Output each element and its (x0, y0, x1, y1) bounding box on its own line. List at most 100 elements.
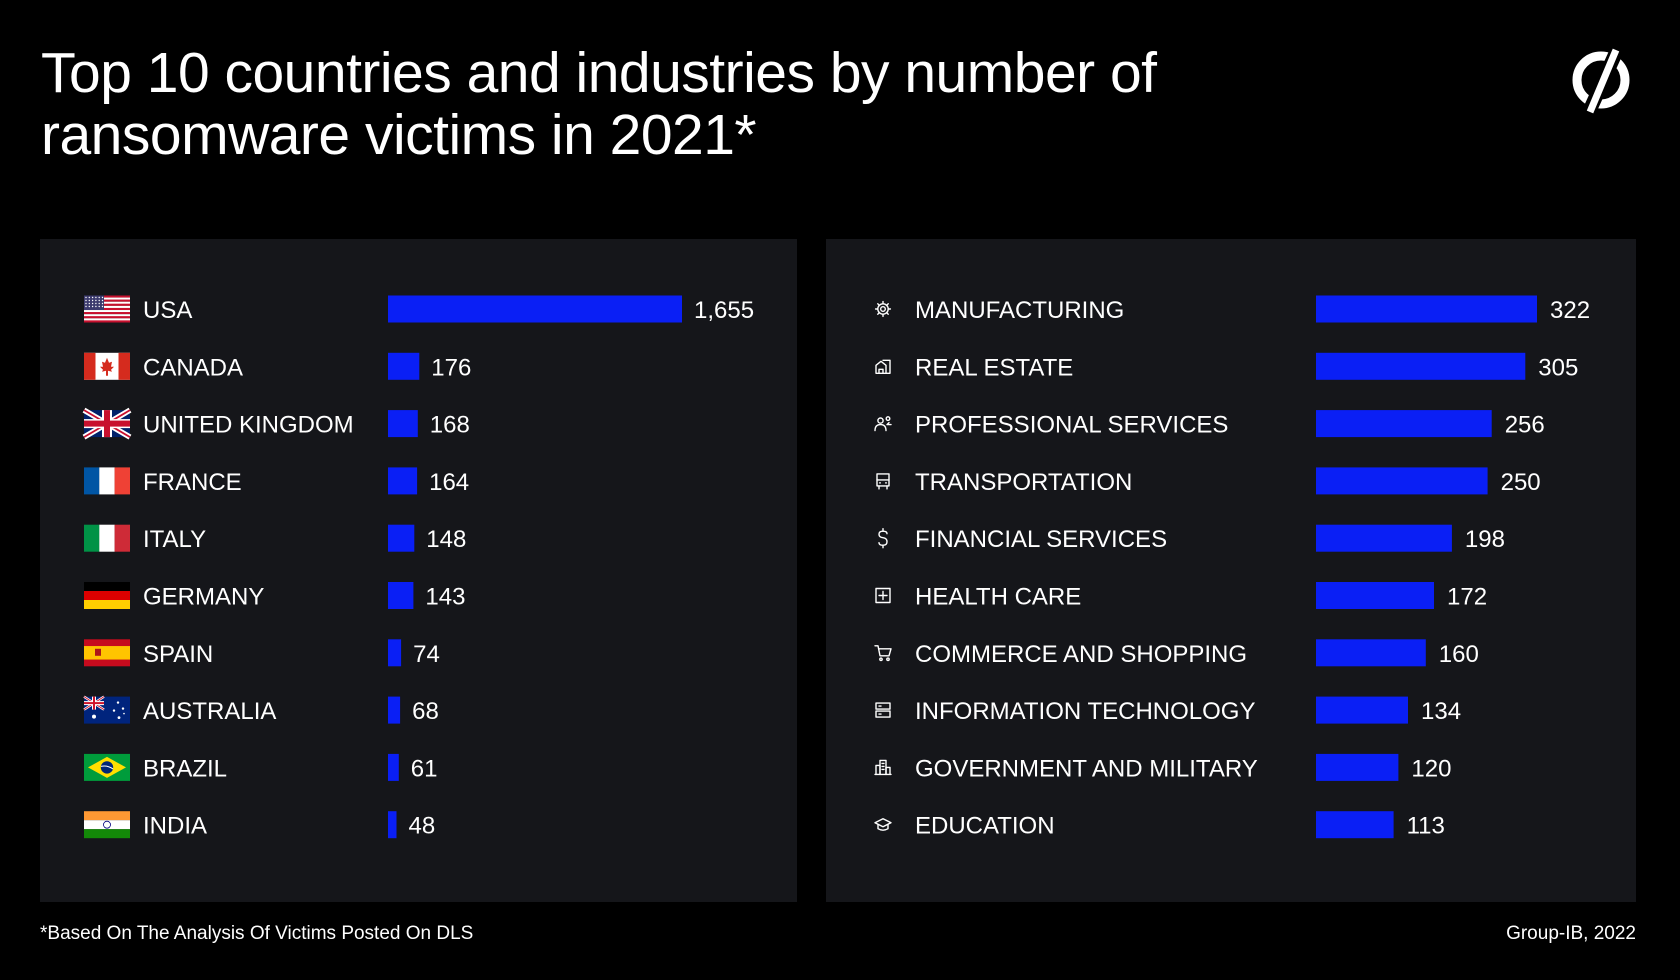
category-label: GOVERNMENT AND MILITARY (915, 755, 1258, 782)
category-label: HEALTH CARE (915, 584, 1081, 611)
value-label: 120 (1411, 755, 1451, 782)
bar-row: UNITED KINGDOM 168 (82, 407, 470, 440)
category-label: REAL ESTATE (915, 354, 1073, 381)
bar (388, 696, 401, 724)
graduation-cap-icon (874, 818, 892, 831)
value-label: 256 (1505, 412, 1545, 439)
bar (1316, 352, 1526, 380)
category-label: GERMANY (143, 584, 264, 611)
bar (1316, 410, 1492, 438)
bar (388, 524, 415, 552)
category-label: USA (143, 297, 192, 324)
category-label: FRANCE (143, 469, 242, 496)
countries-panel: USA 1,655 CANADA 176 UNITED KINGDOM 168 FRANCE… (40, 239, 797, 902)
bar (388, 582, 414, 609)
bar-row: EDUCATION 113 (874, 811, 1445, 840)
bar-row: AUSTRALIA 68 (83, 695, 439, 725)
flag-germany-icon (84, 582, 130, 609)
category-label: INFORMATION TECHNOLOGY (915, 698, 1255, 725)
bar (1316, 524, 1452, 552)
bar (388, 753, 399, 781)
flag-australia-icon (83, 695, 130, 724)
bar-row: USA 1,655 (84, 295, 754, 324)
bar-row: GERMANY 143 (84, 582, 465, 611)
group-ib-logo-icon (1570, 40, 1636, 120)
bar (1316, 696, 1408, 724)
flag-brazil-icon (84, 753, 130, 781)
value-label: 305 (1538, 354, 1578, 381)
value-label: 176 (431, 354, 471, 381)
value-label: 168 (430, 412, 470, 439)
footnote: *Based On The Analysis Of Victims Posted… (40, 923, 474, 944)
value-label: 164 (429, 469, 469, 496)
value-label: 74 (413, 641, 440, 668)
category-label: SPAIN (143, 641, 213, 668)
bar-row: FRANCE 164 (84, 467, 469, 496)
bar (1316, 753, 1399, 781)
category-label: ITALY (143, 526, 206, 553)
bar-row: INFORMATION TECHNOLOGY 134 (875, 696, 1461, 725)
bar-row: MANUFACTURING 322 (874, 295, 1590, 324)
value-label: 68 (412, 698, 439, 725)
flag-italy-icon (84, 524, 130, 552)
bar (388, 352, 420, 380)
category-label: INDIA (143, 813, 207, 840)
value-label: 143 (425, 584, 465, 611)
bar (1316, 811, 1394, 839)
category-label: COMMERCE AND SHOPPING (915, 641, 1247, 668)
value-label: 250 (1501, 469, 1541, 496)
value-label: 48 (409, 813, 436, 840)
bar (388, 295, 682, 323)
building-icon (875, 359, 891, 375)
value-label: 134 (1421, 698, 1461, 725)
value-label: 160 (1439, 641, 1479, 668)
category-label: BRAZIL (143, 755, 227, 782)
flag-uk-icon (82, 407, 132, 440)
industries-bar-chart: MANUFACTURING 322 REAL ESTATE 305 PROFESSION… (874, 295, 1590, 840)
people-icon (874, 416, 892, 432)
bar (1316, 467, 1488, 495)
category-label: FINANCIAL SERVICES (915, 526, 1167, 553)
flag-spain-icon (84, 639, 130, 667)
bar-row: REAL ESTATE 305 (875, 352, 1578, 381)
medical-cross-icon (875, 587, 891, 604)
flag-canada-icon (84, 352, 130, 380)
bar (1316, 295, 1537, 323)
bar (388, 639, 402, 667)
chart-title: Top 10 countries and industries by numbe… (41, 41, 1157, 167)
bar-row: SPAIN 74 (84, 639, 440, 668)
gear-icon (874, 300, 892, 318)
category-label: PROFESSIONAL SERVICES (915, 412, 1228, 439)
bar-row: HEALTH CARE 172 (875, 582, 1487, 611)
category-label: AUSTRALIA (143, 698, 276, 725)
value-label: 172 (1447, 584, 1487, 611)
bar-row: COMMERCE AND SHOPPING 160 (874, 639, 1479, 668)
dollar-icon (878, 528, 888, 549)
countries-bar-chart: USA 1,655 CANADA 176 UNITED KINGDOM 168 FRANCE… (82, 295, 754, 840)
bus-icon (876, 473, 890, 490)
flag-india-icon (84, 811, 130, 839)
category-label: EDUCATION (915, 813, 1055, 840)
category-label: CANADA (143, 354, 243, 381)
value-label: 1,655 (694, 297, 754, 324)
source-credit: Group-IB, 2022 (1506, 923, 1636, 944)
server-icon (875, 702, 891, 718)
value-label: 198 (1465, 526, 1505, 553)
city-icon (874, 759, 892, 776)
bar-row: BRAZIL 61 (84, 753, 438, 782)
bar-row: PROFESSIONAL SERVICES 256 (874, 410, 1545, 439)
bar (388, 811, 397, 839)
value-label: 61 (411, 755, 438, 782)
bar-row: TRANSPORTATION 250 (876, 467, 1541, 496)
bar-row: ITALY 148 (84, 524, 466, 553)
bar-row: FINANCIAL SERVICES 198 (878, 524, 1505, 553)
flag-france-icon (84, 467, 130, 495)
value-label: 322 (1550, 297, 1590, 324)
bar (388, 410, 418, 438)
value-label: 148 (426, 526, 466, 553)
cart-icon (874, 645, 892, 662)
category-label: TRANSPORTATION (915, 469, 1132, 496)
category-label: MANUFACTURING (915, 297, 1124, 324)
value-label: 113 (1407, 813, 1445, 840)
bar (388, 467, 418, 495)
